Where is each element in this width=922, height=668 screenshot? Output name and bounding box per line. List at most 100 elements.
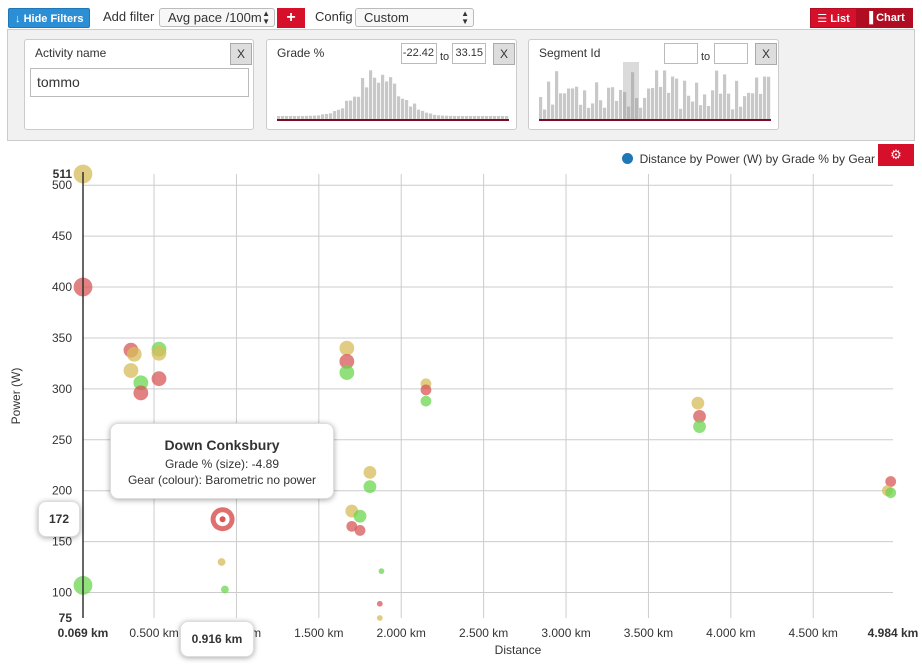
histogram-bar [477,115,481,120]
x-tick-label: 0.069 km [58,626,109,640]
grade-min-input[interactable]: -22.42 [401,43,437,64]
data-point[interactable] [363,480,377,494]
histogram-bar [707,105,711,120]
y-tick-label: 511 [53,167,73,181]
y-tick-label: 400 [52,280,72,294]
histogram-bar [599,100,603,120]
histogram-bar [385,81,389,120]
histogram-bar [595,82,599,120]
segment-max-input[interactable] [714,43,748,64]
grade-histogram[interactable] [277,62,509,122]
data-point[interactable] [376,615,383,621]
histogram-bar [755,77,759,120]
histogram-bar [563,93,567,120]
histogram-bar [655,70,659,120]
close-activity-filter-button[interactable]: X [230,43,252,65]
histogram-bar [543,109,547,120]
histogram-bar [397,96,401,120]
data-point[interactable] [151,345,167,361]
select-arrows-icon: ▲ ▼ [262,9,270,26]
chart-area: Distance by Power (W) by Grade % by Gear… [0,141,922,668]
data-point[interactable] [420,384,432,396]
y-tick-label: 200 [52,484,72,498]
data-point[interactable] [363,465,377,479]
config-select[interactable]: Custom ▲ ▼ [355,8,474,27]
add-filter-select[interactable]: Avg pace /100m ▲ ▼ [159,8,275,27]
histogram-bar [767,76,771,120]
crosshair-y-label: 172 [38,501,80,537]
data-point[interactable] [123,363,139,378]
data-point[interactable] [220,585,229,594]
histogram-bar [501,116,505,120]
config-label: Config [315,9,353,24]
data-point[interactable] [354,525,366,536]
histogram-bar [405,100,409,120]
data-point[interactable] [126,346,142,362]
histogram-bar [297,115,301,120]
data-point[interactable] [151,371,167,387]
histogram-bar [759,93,763,120]
histogram-bar [329,113,333,120]
y-tick-label: 350 [52,331,72,345]
data-point[interactable] [339,340,355,356]
histogram-bar [639,107,643,120]
histogram-bar [659,86,663,120]
data-point[interactable] [420,395,432,407]
scatter-plot[interactable]: 0.069 km0.500 km1.000 km1.500 km2.000 km… [0,141,922,668]
data-point[interactable] [217,558,226,566]
histogram-bar [611,87,615,120]
data-point[interactable] [693,420,706,433]
data-point[interactable] [691,396,705,410]
x-axis-title: Distance [495,643,542,657]
histogram-bar [361,78,365,120]
data-point[interactable] [885,476,897,487]
config-value: Custom [364,10,409,25]
tooltip-gear: Gear (colour): Barometric no power [127,473,317,487]
hide-filters-button[interactable]: ↓ Hide Filters [8,8,91,28]
data-point[interactable] [376,600,383,607]
list-icon: ☰ [817,13,828,25]
histogram-bar [555,71,559,120]
histogram-bar [763,76,767,120]
histogram-bar [393,83,397,120]
filters-panel: Activity name X tommo Grade % -22.42 to … [7,29,915,141]
histogram-bar [667,92,671,120]
activity-name-input[interactable]: tommo [30,68,249,97]
chart-legend[interactable]: Distance by Power (W) by Grade % by Gear [622,152,875,166]
tooltip-title: Down Conksbury [164,437,280,453]
segment-histogram[interactable] [539,62,771,122]
grade-filter: Grade % -22.42 to 33.15 X [266,39,517,130]
data-point[interactable] [885,487,897,499]
close-grade-filter-button[interactable]: X [493,43,515,65]
histogram-bar [461,115,465,120]
x-tick-label: 3.000 km [541,626,590,640]
histogram-bar [325,113,329,120]
data-point[interactable] [378,568,385,575]
data-point[interactable] [133,385,149,401]
x-tick-label: 2.000 km [377,626,426,640]
data-point[interactable] [353,509,367,523]
histogram-bar [651,87,655,120]
histogram-bar [333,111,337,120]
histogram-bar [389,77,393,120]
activity-name-title: Activity name [35,46,107,60]
chart-view-button[interactable]: ▐ Chart [857,8,913,28]
histogram-bar [695,82,699,120]
chart-settings-button[interactable]: ⚙ [878,144,914,166]
histogram-bar [301,115,305,120]
histogram-bar [293,115,297,120]
list-view-button[interactable]: ☰ List [810,8,857,28]
segment-min-input[interactable] [664,43,698,64]
data-point[interactable] [339,365,355,380]
histogram-bar [369,70,373,120]
histogram-brush[interactable] [623,62,639,120]
grade-max-input[interactable]: 33.15 [452,43,486,64]
chart-label: Chart [876,12,905,24]
histogram-bar [603,107,607,120]
segment-id-title: Segment Id [539,46,601,60]
histogram-bar [441,115,445,120]
histogram-bar [623,91,627,120]
add-filter-button[interactable]: + [277,8,305,28]
close-segment-filter-button[interactable]: X [755,43,777,65]
histogram-bar [683,80,687,120]
